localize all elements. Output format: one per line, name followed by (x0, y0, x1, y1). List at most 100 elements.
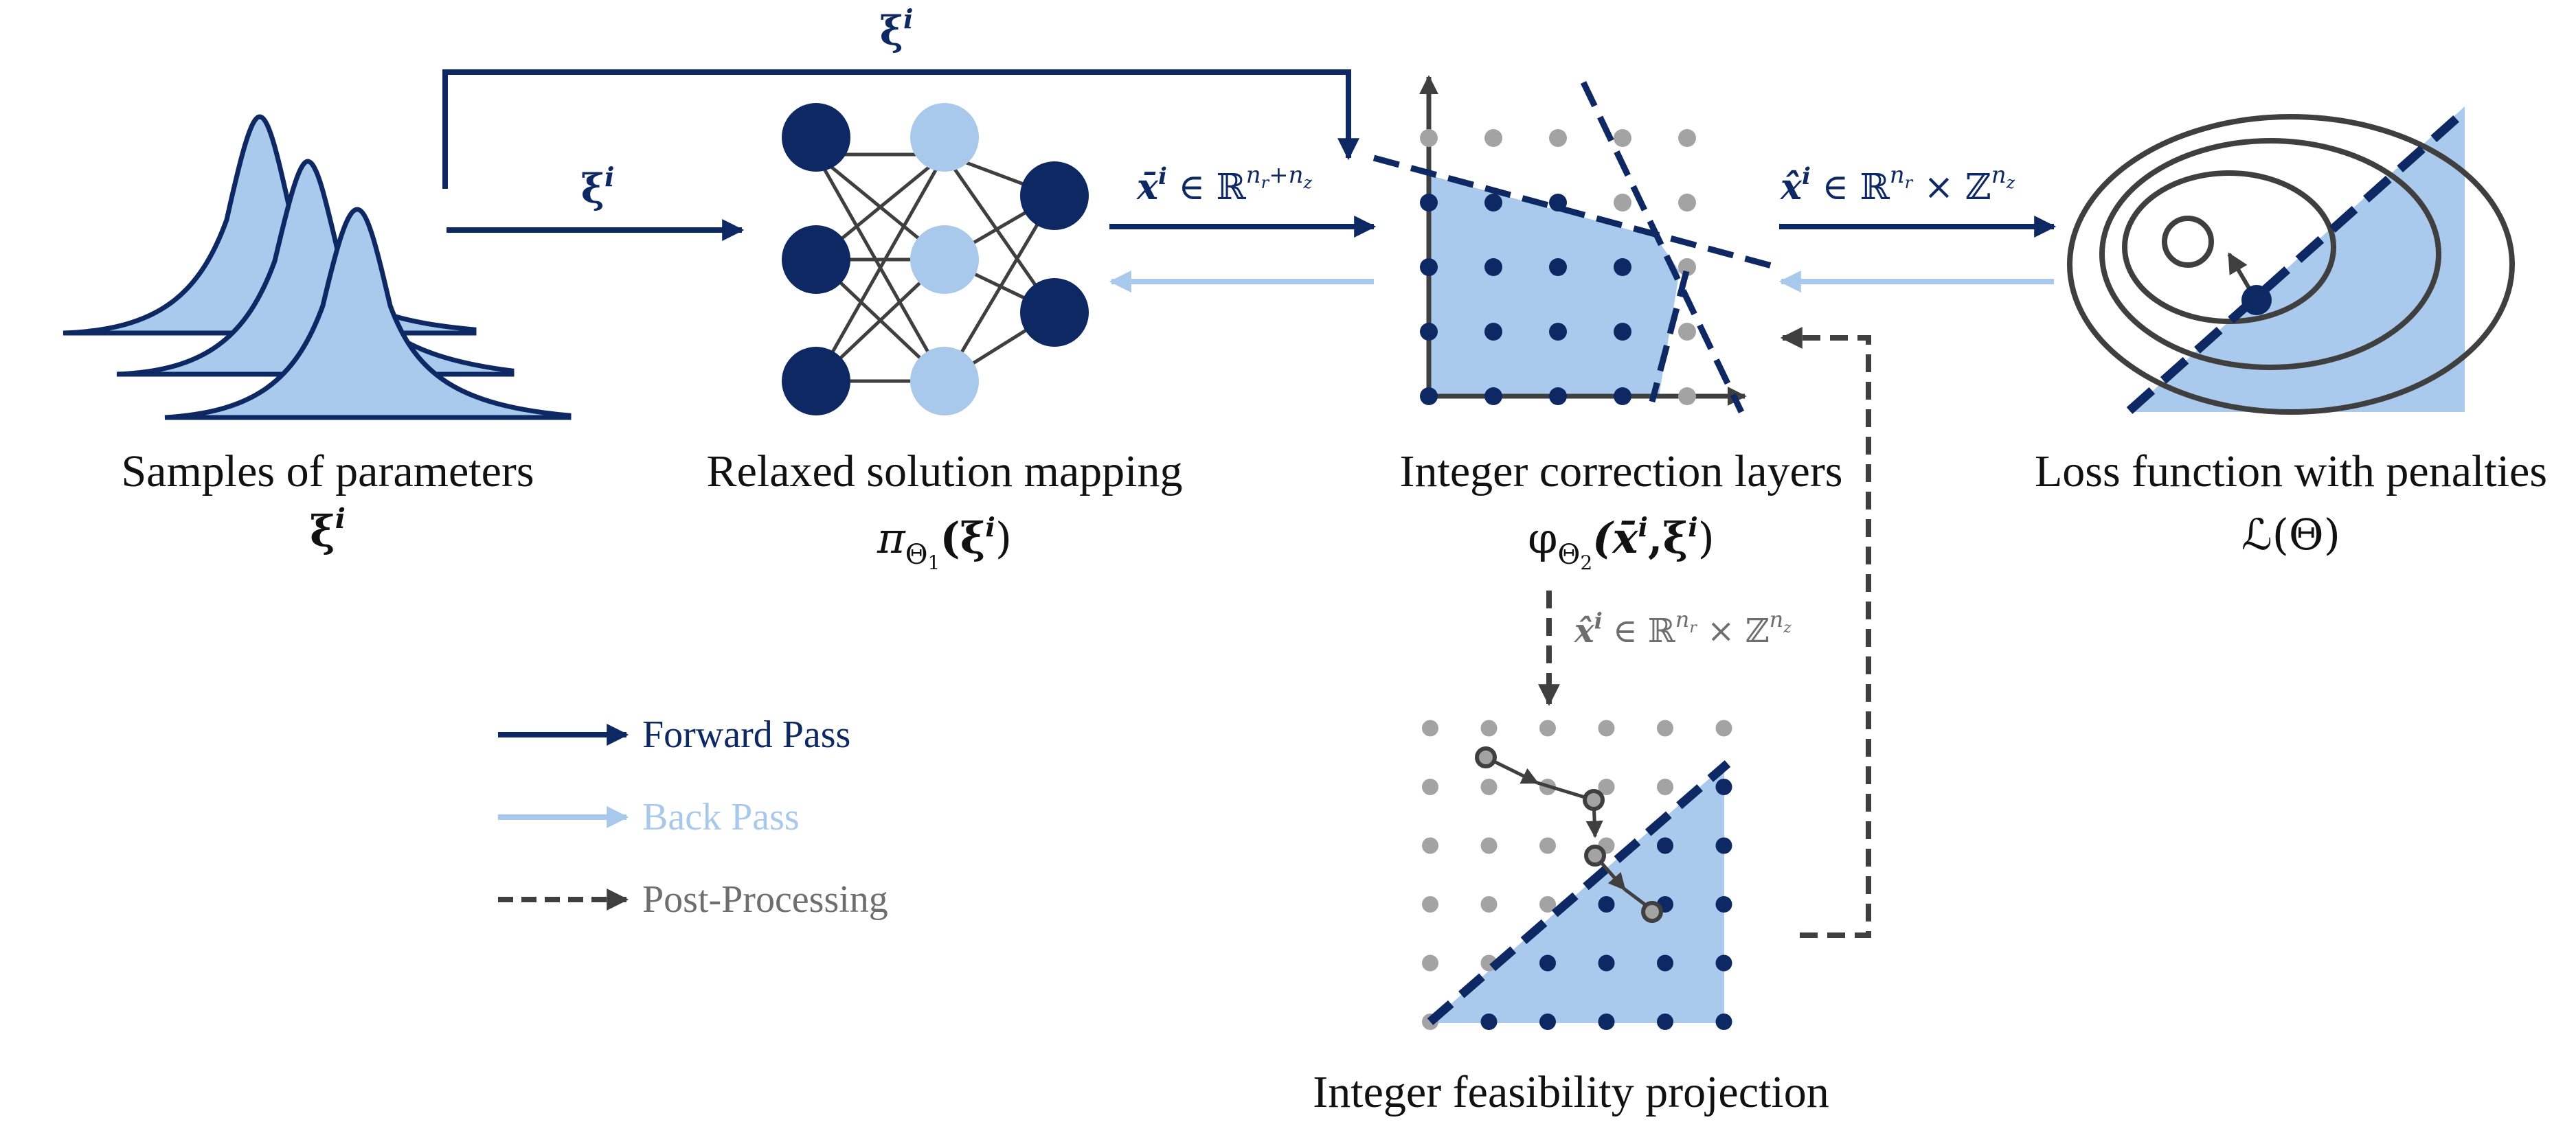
lattice-point-feasible (1420, 194, 1438, 211)
lattice-point-infeasible (1678, 129, 1696, 147)
correction-plot (1372, 75, 1781, 413)
lattice-point-infeasible (1422, 720, 1438, 737)
lattice-point-feasible (1598, 1014, 1615, 1030)
nn-input-node (782, 225, 850, 294)
correction-expression: φΘ2(x̄i,ξi) (1528, 512, 1715, 574)
lattice-point-infeasible (1480, 720, 1498, 737)
lattice-point-feasible (1657, 1014, 1673, 1030)
legend-back-label: Back Pass (642, 796, 800, 838)
lattice-point-infeasible (1598, 720, 1615, 737)
lattice-point-infeasible (1422, 954, 1438, 972)
loss-contour (2099, 138, 2441, 370)
lattice-point-infeasible (1422, 837, 1438, 854)
lattice-point-feasible (1484, 194, 1502, 211)
lattice-point-infeasible (1598, 779, 1615, 795)
nn-hidden-node (910, 347, 979, 415)
lattice-point-infeasible (1480, 779, 1498, 795)
post-arrow-return (1780, 327, 1871, 938)
forward-arrow-label-xi: ξi (581, 161, 615, 212)
nn-hidden-node (910, 225, 979, 294)
loss-optimum-point (2241, 285, 2272, 315)
mapping-title: Relaxed solution mapping (707, 446, 1183, 496)
lattice-point-feasible (1657, 954, 1673, 972)
lattice-point-infeasible (1678, 194, 1696, 211)
legend: Forward Pass Back Pass Post-Processing (498, 713, 888, 921)
mapping-expression: πΘ1(ξi) (877, 512, 1012, 574)
lattice-point-feasible (1715, 837, 1732, 854)
projection-path-node (1584, 845, 1606, 867)
lattice-point-feasible (1420, 387, 1438, 405)
lattice-point-feasible (1420, 323, 1438, 341)
lattice-point-infeasible (1678, 387, 1696, 405)
lattice-point-feasible (1715, 1014, 1732, 1030)
lattice-point-feasible (1598, 954, 1615, 972)
lattice-point-feasible (1484, 258, 1502, 276)
lattice-point-feasible (1549, 323, 1567, 341)
lattice-point-feasible (1484, 323, 1502, 341)
lattice-point-infeasible (1539, 720, 1556, 737)
projection-plot (1422, 720, 1732, 1030)
lattice-point-feasible (1539, 954, 1556, 972)
projection-path-node (1641, 901, 1663, 923)
lattice-point-feasible (1539, 1014, 1556, 1030)
loss-expression: ℒ(Θ) (2241, 510, 2340, 560)
nn-input-node (782, 103, 850, 172)
samples-symbol: ξi (310, 503, 346, 556)
correction-title: Integer correction layers (1400, 446, 1843, 496)
nn-output-node (1020, 278, 1089, 347)
lattice-point-infeasible (1480, 896, 1498, 913)
lattice-point-feasible (1715, 779, 1732, 795)
lattice-point-infeasible (1422, 896, 1438, 913)
lattice-point-infeasible (1549, 129, 1567, 147)
lattice-point-infeasible (1715, 720, 1732, 737)
lattice-point-feasible (1420, 258, 1438, 276)
samples-title: Samples of parameters (121, 446, 534, 496)
lattice-point-infeasible (1614, 129, 1631, 147)
skip-arrow (442, 69, 1359, 189)
lattice-point-feasible (1715, 896, 1732, 913)
loss-contour (2162, 216, 2214, 268)
lattice-point-feasible (1614, 323, 1631, 341)
nn-output-node (1020, 161, 1089, 230)
lattice-point-feasible (1549, 258, 1567, 276)
correction-feasible-region (1429, 175, 1680, 396)
projection-path-node (1583, 789, 1605, 811)
nn-input-node (782, 347, 850, 415)
lattice-point-feasible (1480, 1014, 1498, 1030)
xbar-label: x̄i ∈ ℝnr+nz (1136, 161, 1312, 208)
lattice-point-feasible (1484, 387, 1502, 405)
lattice-point-infeasible (1422, 779, 1438, 795)
lattice-point-infeasible (1657, 720, 1673, 737)
lattice-point-infeasible (1614, 194, 1631, 211)
projection-constraint (1427, 760, 1731, 1025)
loss-plot (2067, 106, 2515, 415)
samples-distributions (63, 114, 572, 420)
lattice-point-infeasible (1484, 129, 1502, 147)
correction-constraint-3 (1649, 270, 1690, 403)
loss-constraint (2126, 106, 2470, 414)
lattice-point-feasible (1657, 837, 1673, 854)
lattice-point-infeasible (1539, 896, 1556, 913)
projection-title: Integer feasibility projection (1313, 1067, 1829, 1117)
legend-forward-label: Forward Pass (642, 713, 850, 756)
correction-constraint-2 (1580, 81, 1745, 413)
gaussian-front (164, 207, 572, 420)
correction-constraint-1 (1372, 154, 1781, 271)
loss-contour (2067, 114, 2515, 415)
neural-network (782, 103, 1089, 415)
projection-path-node (1475, 746, 1497, 768)
xhat-label: x̂i ∈ ℝnr × ℤnz (1780, 161, 2015, 208)
lattice-point-infeasible (1480, 837, 1498, 854)
lattice-point-feasible (1614, 387, 1631, 405)
lattice-point-infeasible (1678, 323, 1696, 341)
lattice-point-feasible (1598, 896, 1615, 913)
lattice-point-infeasible (1539, 837, 1556, 854)
correction-lattice (1420, 129, 1696, 405)
skip-arrow-label: ξi (880, 3, 914, 54)
lattice-point-feasible (1614, 258, 1631, 276)
nn-hidden-node (910, 103, 979, 172)
lattice-point-infeasible (1657, 779, 1673, 795)
legend-post-label: Post-Processing (642, 878, 888, 921)
lattice-point-feasible (1715, 954, 1732, 972)
